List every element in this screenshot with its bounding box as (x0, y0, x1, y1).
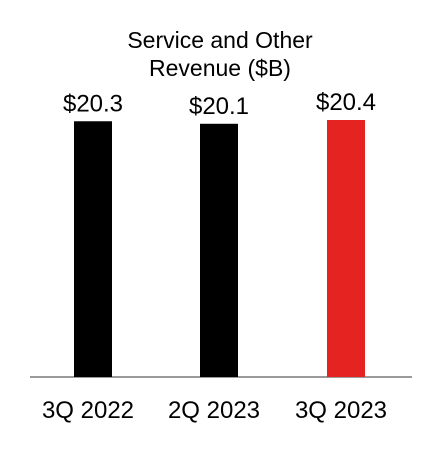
bars-layer (74, 120, 365, 378)
bar-value-label-3: $20.4 (316, 89, 376, 116)
chart-title-line-1: Service and Other (127, 27, 313, 53)
bar-2 (200, 123, 238, 377)
bar-3 (327, 120, 365, 377)
bar-value-label-1: $20.3 (63, 90, 123, 117)
value-labels-layer: $20.3 $20.1 $20.4 (63, 89, 376, 120)
bar-1 (74, 121, 112, 378)
bar-value-label-2: $20.1 (189, 93, 249, 120)
chart-title: Service and Other Revenue ($B) (70, 26, 370, 82)
x-tick-label-1: 3Q 2022 (42, 397, 134, 424)
x-tick-label-2: 2Q 2023 (168, 397, 260, 424)
x-tick-labels-layer: 3Q 2022 2Q 2023 3Q 2023 (42, 397, 387, 424)
x-tick-label-3: 3Q 2023 (295, 397, 387, 424)
chart-title-line-2: Revenue ($B) (149, 55, 291, 81)
